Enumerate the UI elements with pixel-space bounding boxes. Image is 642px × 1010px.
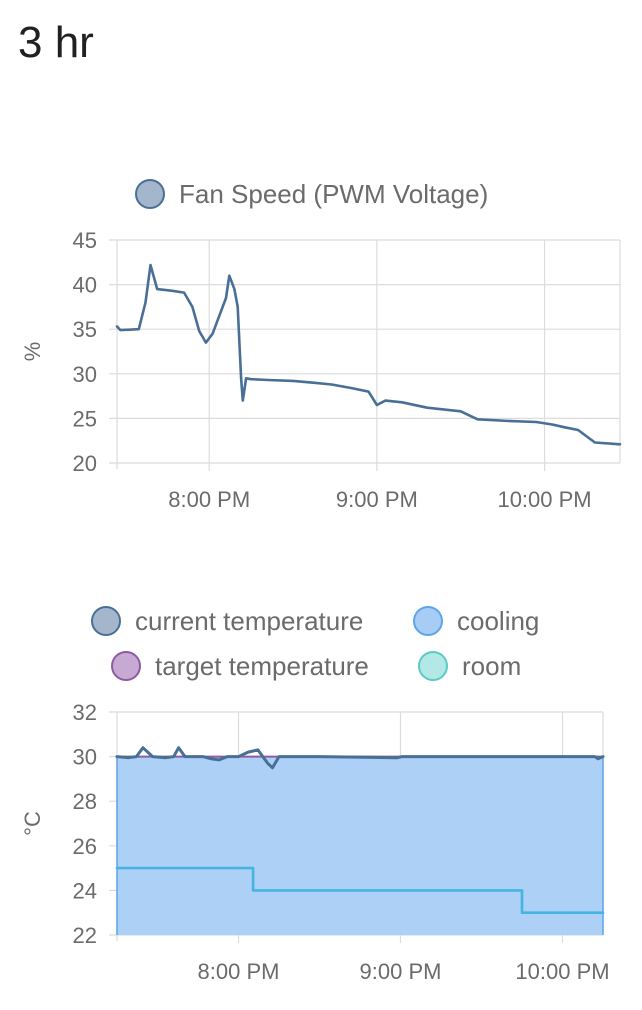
y-tick-label: 26 xyxy=(73,834,97,859)
y-tick-label: 22 xyxy=(73,923,97,948)
legend-marker-current-temperature xyxy=(91,606,121,636)
y-tick-label: 20 xyxy=(73,451,97,476)
legend-marker-target-temperature xyxy=(111,651,141,681)
page-title: 3 hr xyxy=(18,18,94,67)
series-area-cooling xyxy=(117,756,603,935)
legend-label-room: room xyxy=(462,651,521,681)
temperature-chart: current temperature cooling target tempera… xyxy=(20,606,610,984)
legend-marker-room xyxy=(418,651,448,681)
y-axis-label: °C xyxy=(20,811,45,836)
legend-marker-cooling xyxy=(413,606,443,636)
y-tick-label: 30 xyxy=(73,745,97,770)
legend-label-fan-speed-pwm-voltage: Fan Speed (PWM Voltage) xyxy=(179,179,488,209)
x-tick-label: 9:00 PM xyxy=(336,487,418,512)
legend-label-current-temperature: current temperature xyxy=(135,606,363,636)
x-tick-label: 10:00 PM xyxy=(515,959,609,984)
series-line-current-temperature xyxy=(115,746,605,770)
y-axis-label: % xyxy=(20,342,45,362)
legend-marker-fan-speed-pwm-voltage xyxy=(135,179,165,209)
y-tick-label: 24 xyxy=(73,878,97,903)
series-line-fan-speed-pwm-voltage xyxy=(115,263,622,446)
legend-label-cooling: cooling xyxy=(457,606,539,636)
series-line-room xyxy=(115,866,605,914)
y-tick-label: 45 xyxy=(73,228,97,253)
fan-speed-chart: Fan Speed (PWM Voltage) 20 25 30 35 40 45 8:00 … xyxy=(20,179,622,512)
x-tick-label: 10:00 PM xyxy=(497,487,591,512)
y-tick-label: 30 xyxy=(73,362,97,387)
y-tick-label: 28 xyxy=(73,789,97,814)
y-tick-label: 40 xyxy=(73,273,97,298)
x-tick-label: 8:00 PM xyxy=(198,959,280,984)
x-tick-label: 9:00 PM xyxy=(360,959,442,984)
y-tick-label: 25 xyxy=(73,406,97,431)
y-tick-label: 32 xyxy=(73,700,97,725)
y-tick-label: 35 xyxy=(73,317,97,342)
x-tick-label: 8:00 PM xyxy=(168,487,250,512)
legend-label-target-temperature: target temperature xyxy=(155,651,369,681)
